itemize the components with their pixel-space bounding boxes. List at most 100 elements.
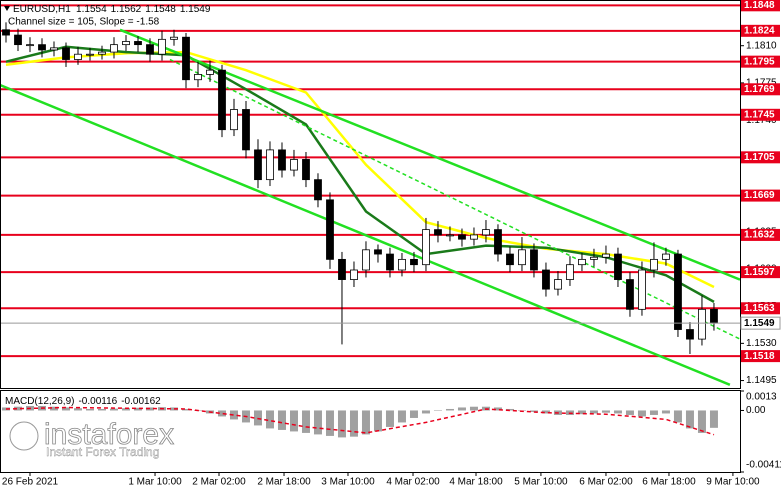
macd-bar [673, 410, 682, 423]
indicator-line [0, 83, 731, 386]
macd-bar [577, 410, 586, 415]
candle-body [434, 229, 442, 236]
macd-bar [541, 410, 550, 414]
macd-bar [265, 410, 274, 429]
x-tick-label: 2 Mar 18:00 [257, 477, 311, 488]
last-price-label: 1.1549 [744, 318, 775, 329]
level-tag [741, 83, 780, 96]
level-label: 1.1518 [744, 351, 775, 362]
macd-signal-value: -0.00162 [121, 396, 161, 407]
candle-body [338, 258, 346, 280]
macd-bar [469, 406, 478, 411]
level-label: 1.1824 [744, 25, 775, 36]
symbol: EURUSD,H1 [13, 4, 71, 15]
x-tick-label: 4 Mar 18:00 [449, 477, 503, 488]
level-label: 1.1848 [744, 0, 775, 11]
macd-bar [61, 407, 70, 411]
x-tick-label: 9 Mar 10:00 [706, 477, 760, 488]
level-tag [741, 350, 780, 363]
candle-body [302, 159, 310, 181]
level-tag [741, 0, 780, 12]
candle-body [158, 38, 166, 55]
candle-body [218, 69, 226, 131]
y-tick-label: 0.00 [746, 405, 766, 416]
macd-frame [0, 390, 741, 473]
candle-body [266, 149, 274, 181]
x-tick-label: 5 Mar 10:00 [514, 477, 568, 488]
level-label: 1.1563 [744, 303, 775, 314]
candle-body [422, 229, 430, 266]
macd-bar [349, 410, 358, 437]
macd-bar [385, 410, 394, 427]
x-tick-label: 26 Feb 2021 [2, 477, 59, 488]
candle-body [206, 69, 214, 75]
candle-body [2, 29, 10, 36]
macd-bar [457, 407, 466, 411]
macd-bar [409, 410, 418, 418]
macd-bar [133, 407, 142, 411]
macd-bar [697, 410, 706, 433]
brand: instaforex [44, 418, 174, 451]
candle-body [362, 249, 370, 271]
macd-bar [313, 410, 322, 435]
level-tag [741, 228, 780, 241]
macd-bar [421, 410, 430, 414]
level-label: 1.1597 [744, 267, 775, 278]
header-marker [4, 6, 10, 11]
candle-body [638, 269, 646, 310]
macd-bar [589, 410, 598, 414]
ohlc-open: 1.1554 [76, 4, 107, 15]
macd-bar [685, 410, 694, 429]
candle-body [194, 74, 202, 81]
candle-body [686, 329, 694, 340]
candle-body [86, 53, 94, 56]
candle-body [182, 36, 190, 81]
macd-bar [181, 408, 190, 411]
candle-body [134, 41, 142, 46]
macd-panel [1, 405, 718, 438]
candle-body [698, 308, 706, 340]
macd-bar [217, 410, 226, 417]
candle-body [506, 253, 514, 266]
macd-bar [661, 410, 670, 414]
candle-body [278, 149, 286, 171]
candle-body [470, 234, 478, 240]
level-label: 1.1705 [744, 152, 775, 163]
candle-body [554, 279, 562, 290]
candle-body [494, 229, 502, 255]
level-label: 1.1669 [744, 190, 775, 201]
candle-body [110, 44, 118, 53]
y-tick-label: 1.1810 [746, 40, 777, 51]
x-tick-label: 6 Mar 18:00 [642, 477, 696, 488]
level-tag [741, 108, 780, 121]
candle-body [314, 179, 322, 201]
logo-icon-outline [9, 421, 39, 451]
candle-body [578, 258, 586, 266]
macd-bar [301, 410, 310, 433]
candle-body [242, 109, 250, 151]
macd-bar [97, 408, 106, 411]
candle-body [146, 44, 154, 55]
macd-signal-line [5, 406, 715, 436]
candle-body [614, 253, 622, 280]
candle-body [38, 44, 46, 51]
macd-bar [637, 410, 646, 417]
macd-bar [613, 410, 622, 414]
channel-midline [169, 58, 741, 340]
y-tick-label: 1.1775 [746, 78, 777, 89]
candle-body [386, 253, 394, 271]
candle-body [398, 258, 406, 271]
candle-body [62, 47, 70, 60]
candle-body [518, 249, 526, 266]
candle-body [350, 269, 358, 280]
candle-body [530, 249, 538, 271]
level-label: 1.1632 [744, 230, 775, 241]
candle-body [482, 229, 490, 236]
level-tag [741, 189, 780, 202]
macd-header: MACD(12,26,9) -0.00116 -0.00162 [5, 396, 161, 407]
ohlc-close: 1.1549 [180, 4, 211, 15]
main-panel [0, 4, 741, 386]
macd-bar [361, 410, 370, 435]
